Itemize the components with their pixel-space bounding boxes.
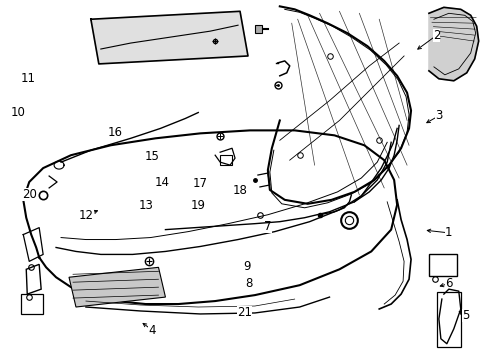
Text: 12: 12: [79, 208, 94, 221]
Text: 13: 13: [139, 198, 153, 212]
Text: 9: 9: [243, 260, 250, 273]
Text: 8: 8: [245, 277, 252, 290]
Text: 2: 2: [432, 29, 439, 42]
Text: 18: 18: [232, 184, 246, 197]
Text: 21: 21: [237, 306, 251, 319]
Text: 5: 5: [461, 309, 468, 322]
Text: 3: 3: [434, 109, 442, 122]
Text: 17: 17: [192, 177, 207, 190]
Bar: [220, 155, 232, 165]
Polygon shape: [428, 7, 478, 81]
Text: 4: 4: [148, 324, 156, 337]
Text: 7: 7: [264, 220, 271, 233]
Polygon shape: [91, 11, 247, 64]
Bar: [436, 292, 460, 347]
Text: 14: 14: [154, 176, 169, 189]
Text: 20: 20: [22, 188, 37, 201]
Text: 6: 6: [444, 277, 451, 290]
Text: 16: 16: [108, 126, 123, 139]
Text: 19: 19: [190, 199, 205, 212]
Text: 10: 10: [11, 105, 26, 119]
Text: 15: 15: [144, 150, 159, 163]
Bar: [254, 25, 262, 33]
Polygon shape: [69, 267, 165, 307]
Bar: [21, 294, 43, 314]
Bar: [428, 255, 456, 276]
Text: 11: 11: [20, 72, 36, 85]
Text: 1: 1: [444, 226, 451, 239]
